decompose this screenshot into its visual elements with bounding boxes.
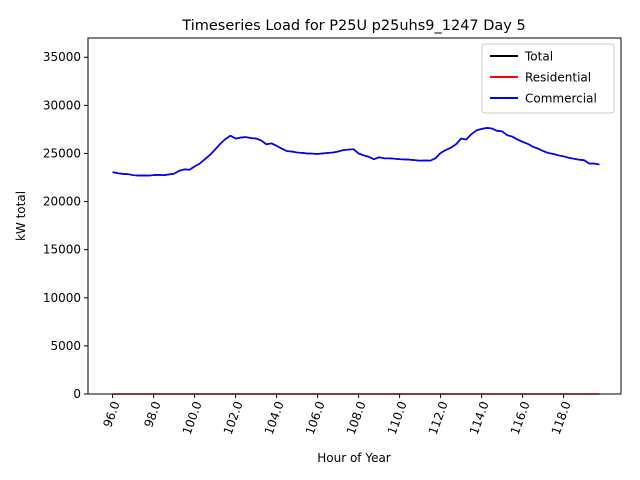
y-tick-label: 10000: [43, 291, 81, 305]
legend-label-total: Total: [524, 50, 553, 64]
chart-title: Timeseries Load for P25U p25uhs9_1247 Da…: [181, 18, 525, 34]
x-axis-label: Hour of Year: [317, 451, 391, 465]
y-tick-label: 0: [73, 387, 81, 401]
legend-label-residential: Residential: [525, 71, 591, 85]
y-tick-label: 5000: [50, 339, 81, 353]
legend-box: [481, 43, 615, 114]
y-tick-label: 30000: [43, 98, 81, 112]
series-line-commercial: [112, 127, 600, 177]
y-axis-label: kW total: [14, 191, 28, 241]
y-tick-label: 35000: [43, 50, 81, 64]
plot-frame: [87, 37, 622, 395]
y-tick-label: 15000: [43, 243, 81, 257]
y-tick-label: 20000: [43, 195, 81, 209]
legend-label-commercial: Commercial: [525, 92, 597, 106]
legend: Total Residential Commercial: [481, 43, 615, 114]
y-tick-label: 25000: [43, 146, 81, 160]
